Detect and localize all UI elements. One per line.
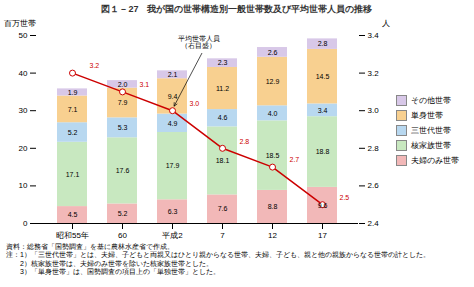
svg-text:20: 20 — [19, 144, 28, 153]
svg-text:2.0: 2.0 — [118, 81, 128, 88]
html-text:注：1）「三世代世帯」とは、夫婦、子どもと両親又はひとり親か: 注：1）「三世代世帯」とは、夫婦、子どもと両親又はひとり親からなる世帯、夫婦、子… — [6, 251, 430, 259]
svg-text:4.6: 4.6 — [218, 114, 228, 121]
svg-text:4.9: 4.9 — [168, 120, 178, 127]
svg-text:平均世帯人員（右目盛）: 平均世帯人員（右目盛） — [178, 35, 220, 50]
svg-text:3.0: 3.0 — [190, 100, 200, 107]
html-text:3）「単身世帯」は、国勢調査の項目上の「単独世帯」とした。: 3）「単身世帯」は、国勢調査の項目上の「単独世帯」とした。 — [6, 268, 220, 276]
html-text:2）核家族世帯は、夫婦のみ世帯を除いた核家族世帯とした。: 2）核家族世帯は、夫婦のみ世帯を除いた核家族世帯とした。 — [6, 259, 213, 267]
svg-text:2.8: 2.8 — [240, 138, 250, 145]
svg-text:2.6: 2.6 — [268, 49, 278, 56]
svg-text:7: 7 — [220, 231, 225, 240]
svg-text:百万世帯: 百万世帯 — [4, 19, 36, 28]
svg-text:40: 40 — [19, 69, 28, 78]
svg-text:30: 30 — [19, 106, 28, 115]
svg-text:17.9: 17.9 — [166, 162, 180, 169]
svg-text:9.4: 9.4 — [168, 93, 178, 100]
svg-text:2.6: 2.6 — [368, 181, 380, 190]
svg-text:3.4: 3.4 — [368, 31, 380, 40]
svg-text:5.2: 5.2 — [68, 129, 78, 136]
html-text:その他世帯: その他世帯 — [411, 95, 451, 105]
svg-text:18.1: 18.1 — [216, 157, 230, 164]
html-text:夫婦のみ世帯: 夫婦のみ世帯 — [411, 155, 459, 165]
svg-text:7.1: 7.1 — [68, 106, 78, 113]
svg-text:2.8: 2.8 — [368, 144, 380, 153]
svg-text:17: 17 — [318, 231, 327, 240]
svg-text:3.1: 3.1 — [140, 81, 150, 88]
html-text:三世代世帯: 三世代世帯 — [411, 125, 451, 135]
svg-text:11.2: 11.2 — [216, 85, 229, 92]
svg-text:平成2: 平成2 — [162, 231, 183, 240]
svg-text:12.9: 12.9 — [266, 78, 280, 85]
svg-text:3.0: 3.0 — [368, 106, 380, 115]
svg-text:2.3: 2.3 — [218, 59, 228, 66]
svg-text:5.3: 5.3 — [118, 124, 128, 131]
svg-text:3.2: 3.2 — [90, 62, 100, 69]
svg-text:2.4: 2.4 — [368, 219, 380, 228]
svg-text:60: 60 — [118, 231, 127, 240]
html-text:資料：総務省「国勢調査」を基に農林水産省で作成。: 資料：総務省「国勢調査」を基に農林水産省で作成。 — [6, 243, 174, 250]
svg-text:12: 12 — [268, 231, 277, 240]
html-text:単身世帯: 単身世帯 — [411, 110, 443, 120]
svg-text:50: 50 — [19, 31, 28, 40]
svg-text:人: 人 — [382, 19, 390, 28]
svg-text:1.9: 1.9 — [68, 89, 78, 96]
svg-text:3.4: 3.4 — [318, 107, 328, 114]
svg-text:5.2: 5.2 — [118, 210, 128, 217]
svg-text:6.3: 6.3 — [168, 208, 178, 215]
svg-text:4.0: 4.0 — [268, 110, 278, 117]
svg-text:18.5: 18.5 — [266, 152, 280, 159]
svg-text:7.6: 7.6 — [218, 205, 228, 212]
svg-text:18.8: 18.8 — [316, 148, 330, 155]
svg-text:2.8: 2.8 — [318, 40, 328, 47]
svg-text:0: 0 — [23, 219, 28, 228]
svg-text:17.6: 17.6 — [116, 167, 130, 174]
svg-text:7.9: 7.9 — [118, 99, 128, 106]
svg-text:14.5: 14.5 — [316, 73, 330, 80]
svg-text:2.5: 2.5 — [340, 194, 350, 201]
svg-text:昭和55年: 昭和55年 — [56, 231, 89, 240]
html-text:核家族世帯: 核家族世帯 — [411, 140, 451, 150]
svg-text:4.5: 4.5 — [68, 211, 78, 218]
svg-text:10: 10 — [19, 181, 28, 190]
svg-text:17.1: 17.1 — [66, 171, 80, 178]
svg-text:2.7: 2.7 — [290, 156, 300, 163]
html-text:図１－27 我が国の世帯構造別一般世帯数及び平均世帯人員の推: 図１－27 我が国の世帯構造別一般世帯数及び平均世帯人員の推移 — [101, 4, 373, 14]
svg-text:9.6: 9.6 — [318, 202, 328, 209]
svg-text:2.1: 2.1 — [168, 71, 178, 78]
svg-text:3.2: 3.2 — [368, 69, 380, 78]
svg-text:8.8: 8.8 — [268, 203, 278, 210]
